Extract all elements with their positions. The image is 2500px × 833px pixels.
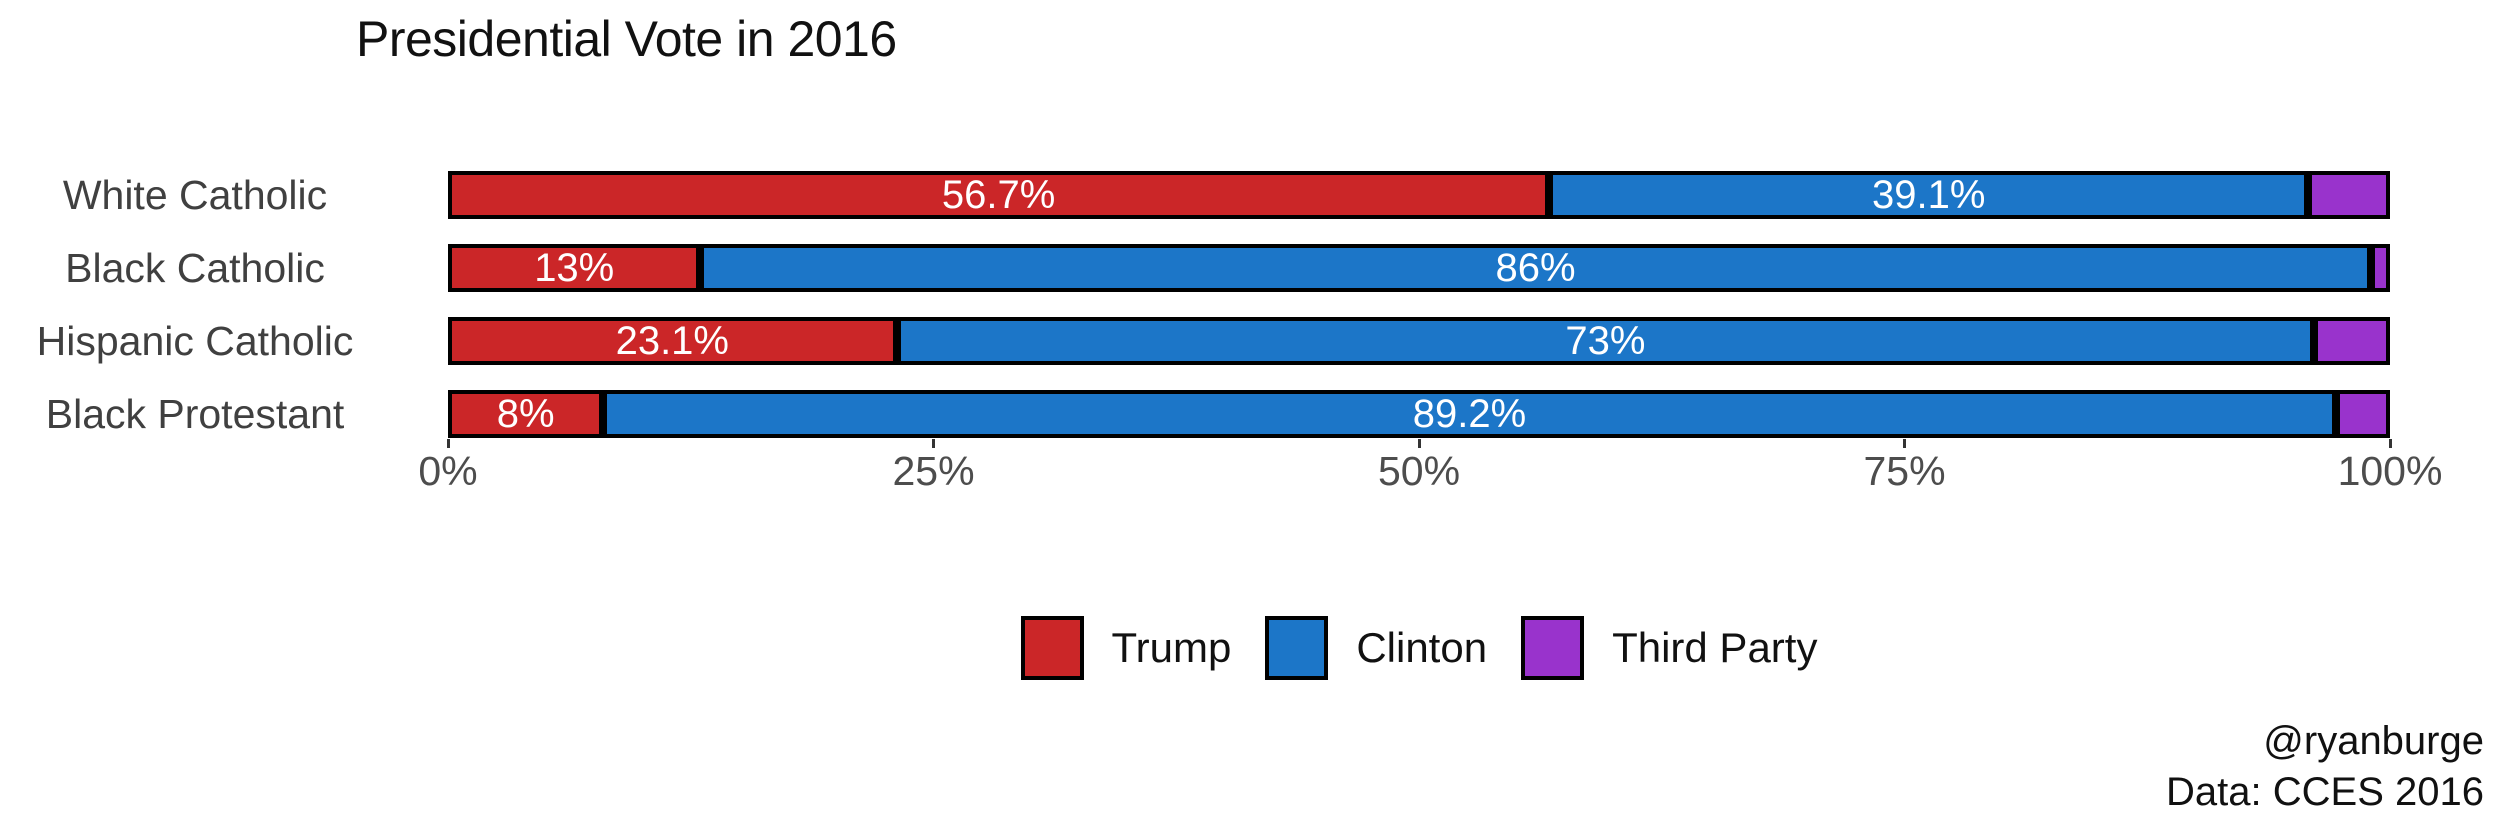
trump-color-swatch — [1020, 616, 1084, 680]
bar-segment-clinton: 86% — [700, 244, 2371, 292]
bar-segment-third-party — [2335, 390, 2390, 438]
bar-segment-third-party — [2370, 244, 2390, 292]
category-label: Black Catholic — [65, 245, 325, 291]
axis-tick-label: 0% — [418, 448, 478, 494]
legend-item-third-party: Third Party — [1521, 616, 1817, 680]
axis-tick-label: 100% — [2337, 448, 2443, 494]
attribution: @ryanburge Data: CCES 2016 — [2166, 716, 2484, 817]
third-party-color-swatch — [1521, 616, 1585, 680]
bar-segment-third-party — [2314, 317, 2390, 365]
axis-tick-label: 50% — [1377, 448, 1461, 494]
bar-segment-trump: 56.7% — [448, 171, 1550, 219]
bar-segment-clinton: 73% — [896, 317, 2315, 365]
category-label: White Catholic — [62, 172, 328, 218]
bar-segment-third-party — [2308, 171, 2390, 219]
axis-tick-label: 75% — [1863, 448, 1946, 494]
chart-row: Hispanic Catholic 23.1% 73% — [0, 317, 2500, 365]
bar-value-label: 23.1% — [615, 319, 729, 363]
legend-item-clinton: Clinton — [1265, 616, 1487, 680]
attribution-handle: @ryanburge — [2263, 719, 2484, 764]
bar-value-label: 39.1% — [1872, 173, 1986, 217]
bar-segment-trump: 8% — [448, 390, 604, 438]
bar-value-label: 13% — [534, 246, 615, 290]
stacked-bar: 8% 89.2% — [448, 390, 2390, 438]
legend-label: Clinton — [1356, 624, 1488, 671]
chart-row: Black Catholic 13% 86% — [0, 244, 2500, 292]
clinton-color-swatch — [1265, 616, 1329, 680]
chart-row: Black Protestant 8% 89.2% — [0, 390, 2500, 438]
category-label: Hispanic Catholic — [36, 318, 354, 364]
legend: Trump Clinton Third Party — [448, 616, 2390, 680]
legend-label: Third Party — [1612, 624, 1818, 671]
bar-value-label: 56.7% — [941, 173, 1056, 217]
legend-label: Trump — [1111, 624, 1232, 671]
stacked-bar: 56.7% 39.1% — [448, 171, 2390, 219]
stacked-bar: 13% 86% — [448, 244, 2390, 292]
bar-value-label: 73% — [1565, 319, 1646, 363]
legend-item-trump: Trump — [1020, 616, 1232, 680]
bar-value-label: 89.2% — [1412, 392, 1527, 436]
chart-title: Presidential Vote in 2016 — [356, 11, 897, 67]
bar-segment-trump: 13% — [448, 244, 701, 292]
bar-segment-trump: 23.1% — [448, 317, 897, 365]
axis-tick-label: 25% — [892, 448, 975, 494]
chart-row: White Catholic 56.7% 39.1% — [0, 171, 2500, 219]
bar-segment-clinton: 89.2% — [603, 390, 2336, 438]
category-label: Black Protestant — [45, 391, 345, 437]
stacked-bar: 23.1% 73% — [448, 317, 2390, 365]
attribution-source: Data: CCES 2016 — [2166, 769, 2484, 814]
bar-segment-clinton: 39.1% — [1549, 171, 2309, 219]
plot-area: White Catholic 56.7% 39.1% Black Catholic 13… — [0, 171, 2500, 441]
bar-value-label: 86% — [1495, 246, 1576, 290]
bar-value-label: 8% — [496, 392, 555, 436]
